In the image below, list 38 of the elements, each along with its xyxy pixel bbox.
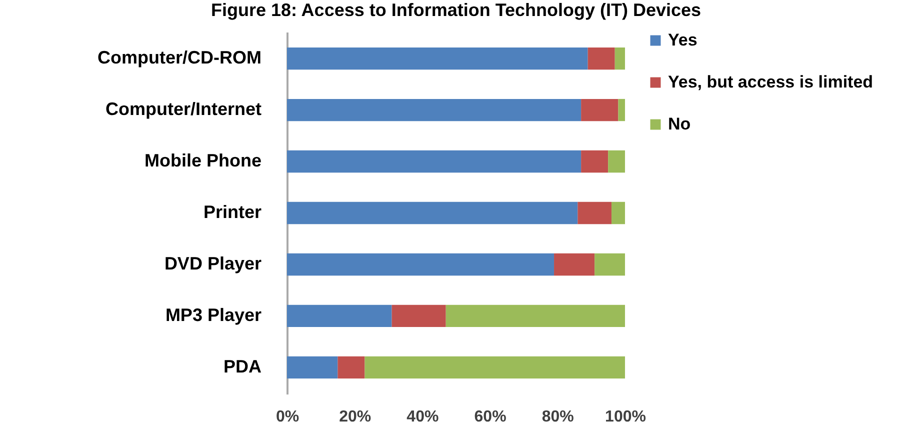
bar: [287, 202, 578, 224]
bar: [338, 356, 365, 379]
x-tick-label: 100%: [605, 408, 646, 426]
bar: [588, 47, 615, 70]
bar: [364, 356, 625, 379]
bar: [287, 98, 582, 122]
bar: [608, 150, 625, 173]
y-tick-label: Computer/CD-ROM: [98, 48, 262, 68]
bar: [287, 150, 582, 173]
x-tick-label: 80%: [542, 408, 574, 426]
bar: [611, 202, 625, 224]
y-tick-label: MP3 Player: [165, 304, 262, 325]
bar: [392, 304, 446, 328]
x-tick-label: 40%: [406, 408, 439, 426]
legend-label: Yes: [668, 30, 698, 50]
bar: [581, 150, 608, 173]
bar: [578, 202, 612, 224]
x-tick-label: 60%: [474, 408, 506, 426]
y-tick-label: Mobile Phone: [144, 150, 262, 171]
y-tick-label: Printer: [203, 202, 262, 222]
y-tick-label: DVD Player: [164, 253, 262, 274]
bar: [614, 47, 625, 70]
x-tick-label: 0%: [276, 408, 300, 426]
legend-label: No: [668, 114, 691, 134]
bar: [594, 253, 625, 276]
bar: [581, 98, 618, 122]
bar: [287, 356, 338, 379]
y-tick-label: Computer/Internet: [105, 99, 262, 120]
bar: [618, 98, 625, 122]
bar: [287, 47, 588, 70]
x-tick-label: 20%: [339, 408, 372, 426]
bar: [446, 304, 625, 328]
bar: [554, 253, 595, 276]
y-tick-label: PDA: [223, 356, 262, 376]
bar: [287, 253, 554, 276]
bar: [287, 304, 392, 328]
legend-label: Yes, but access is limited: [668, 72, 874, 92]
chart-title: Figure 18: Access to Information Technology (IT) Devices: [210, 0, 702, 20]
